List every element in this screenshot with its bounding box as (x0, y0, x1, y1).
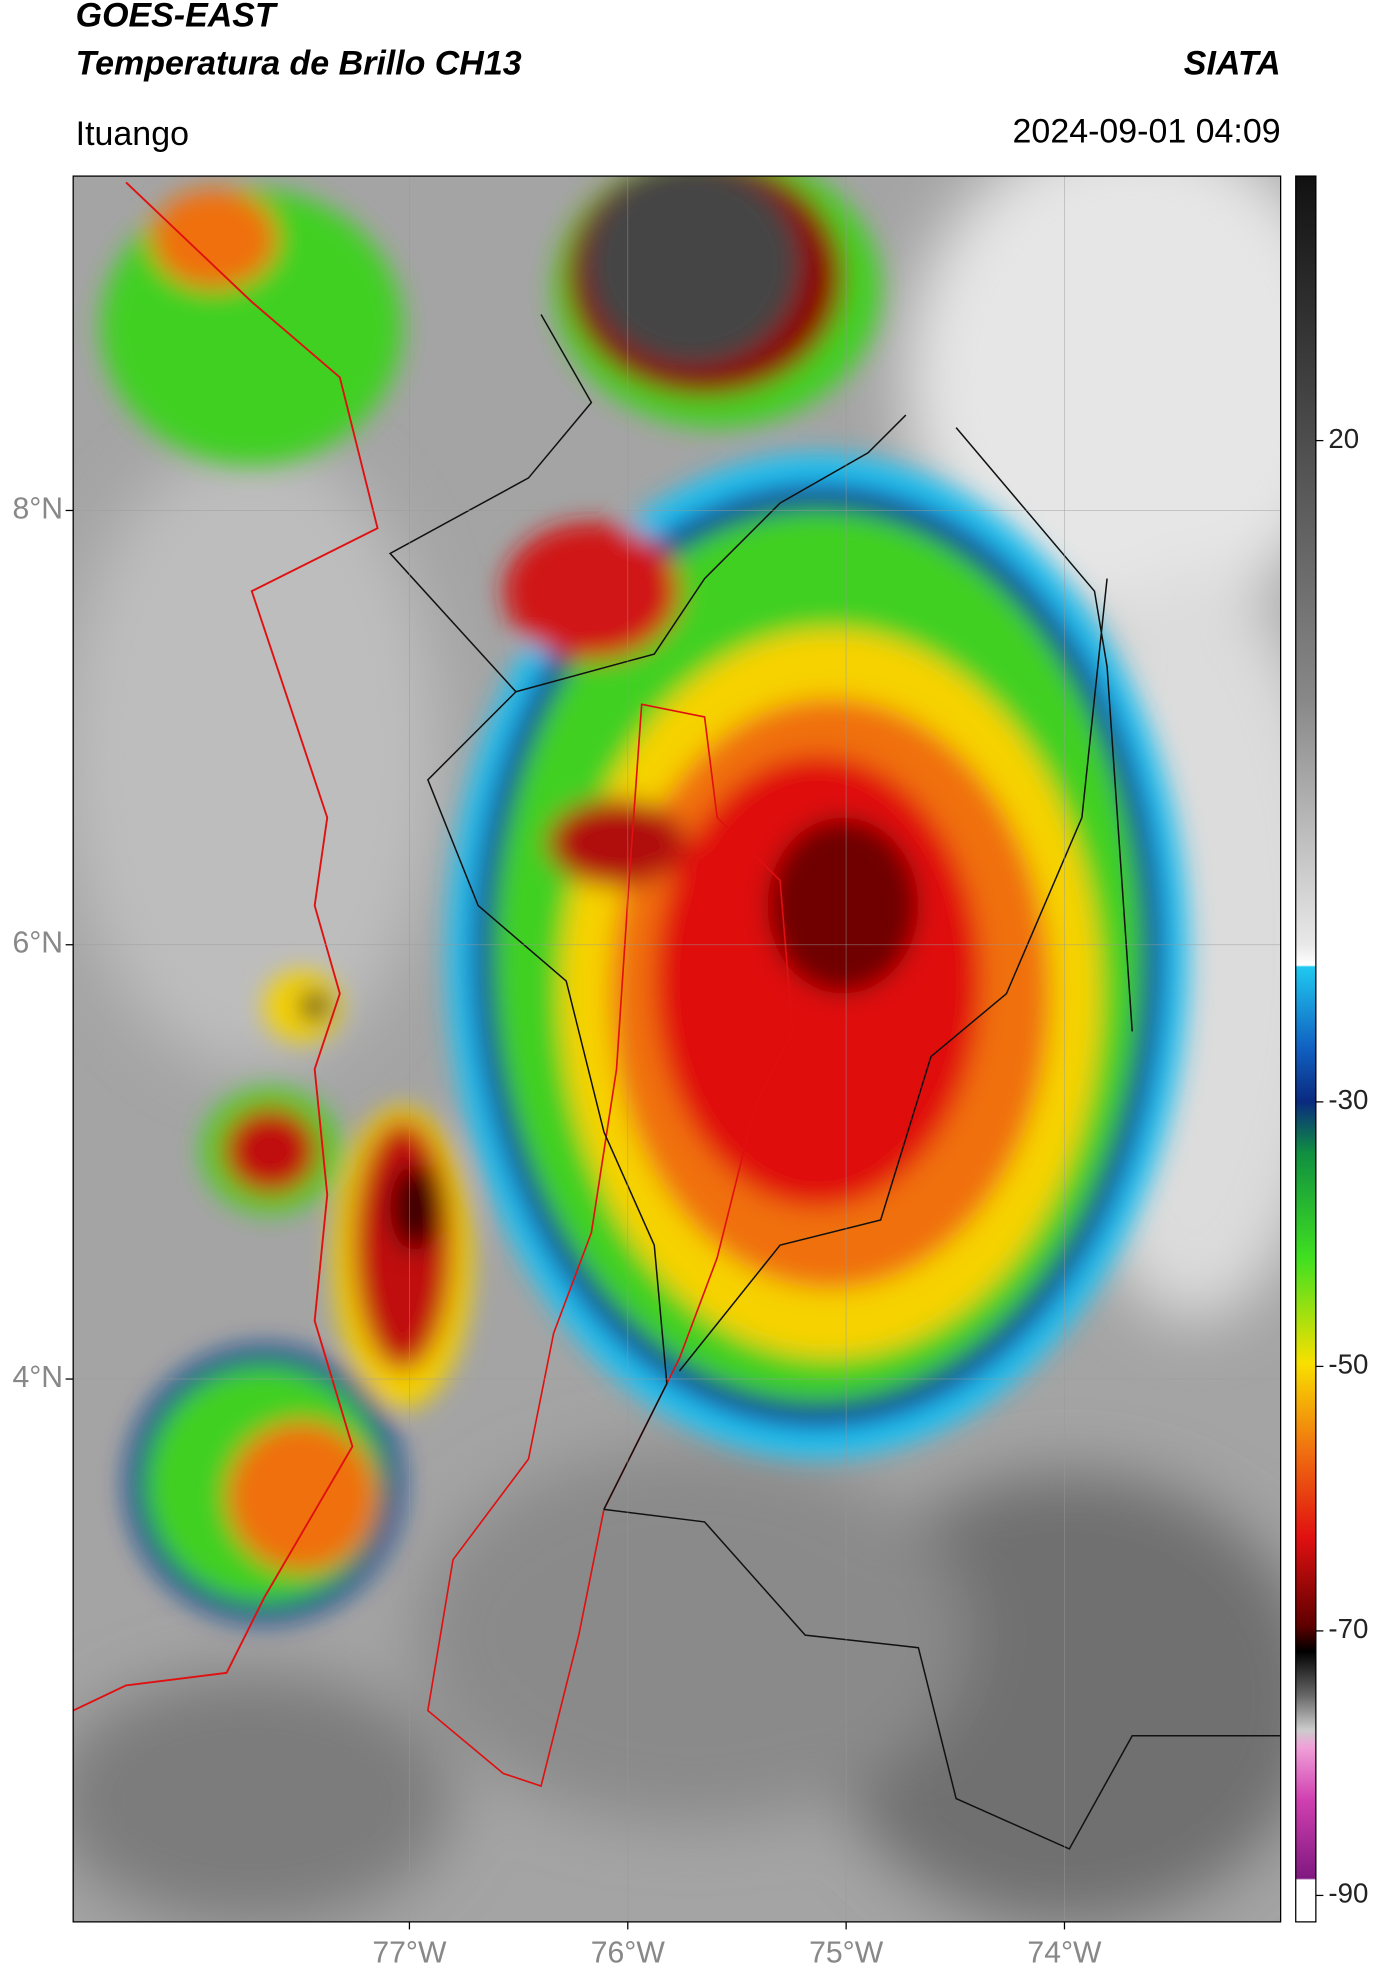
colorbar-tick-label: 20 (1328, 423, 1359, 454)
colorbar-tick-label: -30 (1328, 1084, 1368, 1115)
colorbar-tick-label: -50 (1328, 1349, 1368, 1380)
title: GOES-EAST (76, 0, 279, 35)
x-tick-label: 75°W (809, 1937, 884, 1970)
map-frame (72, 175, 1282, 1923)
colorbar-tick-label: -70 (1328, 1613, 1368, 1644)
subtitle: Temperatura de Brillo CH13 (76, 44, 522, 82)
y-tick-label: 8°N (12, 492, 63, 525)
location: Ituango (76, 115, 189, 153)
y-tick-label: 6°N (12, 927, 63, 960)
colorbar (1295, 175, 1317, 1923)
x-tick-label: 76°W (591, 1937, 666, 1970)
y-tick-label: 4°N (12, 1361, 63, 1394)
x-tick-label: 77°W (372, 1937, 447, 1970)
graticule (65, 176, 1281, 1930)
x-tick-label: 74°W (1027, 1937, 1102, 1970)
timestamp: 2024-09-01 04:09 (1013, 112, 1281, 150)
colorbar-tick-label: -90 (1328, 1878, 1368, 1909)
satellite-image (73, 176, 1281, 1922)
source: SIATA (1184, 44, 1281, 82)
